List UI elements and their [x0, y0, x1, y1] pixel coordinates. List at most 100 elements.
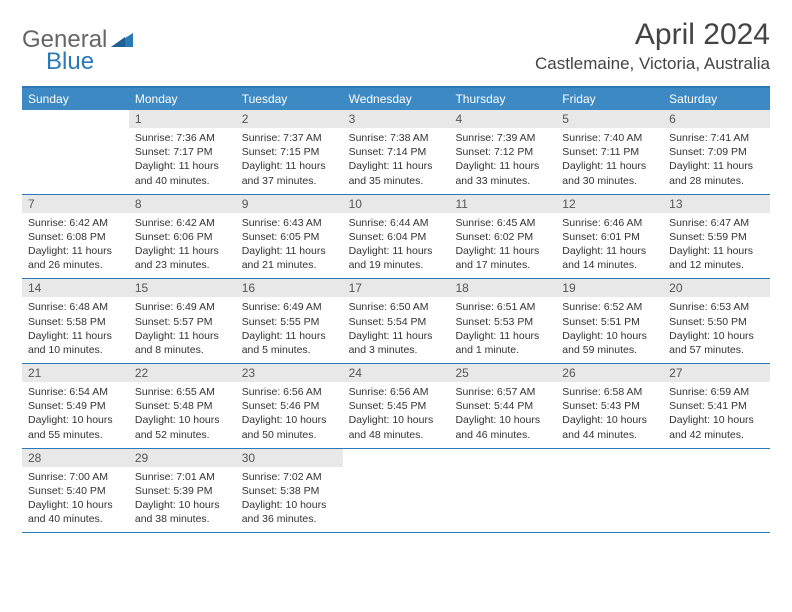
- daylight-text: Daylight: 11 hours and 21 minutes.: [242, 244, 337, 272]
- sunrise-text: Sunrise: 7:38 AM: [349, 131, 444, 145]
- daylight-text: Daylight: 10 hours and 48 minutes.: [349, 413, 444, 441]
- sunrise-text: Sunrise: 6:42 AM: [135, 216, 230, 230]
- dow-cell: Thursday: [449, 88, 556, 110]
- daylight-text: Daylight: 11 hours and 40 minutes.: [135, 159, 230, 187]
- logo-text-part2: Blue: [46, 48, 94, 76]
- sunset-text: Sunset: 6:05 PM: [242, 230, 337, 244]
- sunset-text: Sunset: 5:38 PM: [242, 484, 337, 498]
- sunrise-text: Sunrise: 7:36 AM: [135, 131, 230, 145]
- day-body: Sunrise: 6:50 AMSunset: 5:54 PMDaylight:…: [343, 297, 450, 363]
- day-number: 20: [663, 279, 770, 297]
- sunset-text: Sunset: 5:50 PM: [669, 315, 764, 329]
- logo-mark-icon: [111, 26, 133, 54]
- dow-cell: Sunday: [22, 88, 129, 110]
- sunset-text: Sunset: 5:59 PM: [669, 230, 764, 244]
- dow-cell: Wednesday: [343, 88, 450, 110]
- sunrise-text: Sunrise: 6:54 AM: [28, 385, 123, 399]
- day-cell: [449, 449, 556, 533]
- sunset-text: Sunset: 5:55 PM: [242, 315, 337, 329]
- sunset-text: Sunset: 6:06 PM: [135, 230, 230, 244]
- sunset-text: Sunset: 5:39 PM: [135, 484, 230, 498]
- day-number: 17: [343, 279, 450, 297]
- day-body: Sunrise: 6:46 AMSunset: 6:01 PMDaylight:…: [556, 213, 663, 279]
- day-cell: 7Sunrise: 6:42 AMSunset: 6:08 PMDaylight…: [22, 195, 129, 279]
- day-number: 5: [556, 110, 663, 128]
- sunset-text: Sunset: 5:48 PM: [135, 399, 230, 413]
- daylight-text: Daylight: 10 hours and 46 minutes.: [455, 413, 550, 441]
- sunrise-text: Sunrise: 6:58 AM: [562, 385, 657, 399]
- dow-cell: Friday: [556, 88, 663, 110]
- day-body: Sunrise: 7:40 AMSunset: 7:11 PMDaylight:…: [556, 128, 663, 194]
- sunset-text: Sunset: 6:01 PM: [562, 230, 657, 244]
- day-number: 6: [663, 110, 770, 128]
- daylight-text: Daylight: 11 hours and 33 minutes.: [455, 159, 550, 187]
- day-number: 3: [343, 110, 450, 128]
- day-number: 11: [449, 195, 556, 213]
- day-number: 16: [236, 279, 343, 297]
- sunset-text: Sunset: 6:02 PM: [455, 230, 550, 244]
- week-row: 21Sunrise: 6:54 AMSunset: 5:49 PMDayligh…: [22, 364, 770, 449]
- daylight-text: Daylight: 11 hours and 28 minutes.: [669, 159, 764, 187]
- sunset-text: Sunset: 5:53 PM: [455, 315, 550, 329]
- day-body: Sunrise: 6:48 AMSunset: 5:58 PMDaylight:…: [22, 297, 129, 363]
- day-body: Sunrise: 6:47 AMSunset: 5:59 PMDaylight:…: [663, 213, 770, 279]
- day-body: Sunrise: 7:36 AMSunset: 7:17 PMDaylight:…: [129, 128, 236, 194]
- dow-cell: Monday: [129, 88, 236, 110]
- dow-cell: Tuesday: [236, 88, 343, 110]
- daylight-text: Daylight: 11 hours and 10 minutes.: [28, 329, 123, 357]
- day-cell: [343, 449, 450, 533]
- title-block: April 2024 Castlemaine, Victoria, Austra…: [535, 18, 770, 74]
- month-title: April 2024: [535, 18, 770, 52]
- sunset-text: Sunset: 5:46 PM: [242, 399, 337, 413]
- day-body: Sunrise: 6:44 AMSunset: 6:04 PMDaylight:…: [343, 213, 450, 279]
- day-number: 9: [236, 195, 343, 213]
- daylight-text: Daylight: 10 hours and 50 minutes.: [242, 413, 337, 441]
- day-cell: 12Sunrise: 6:46 AMSunset: 6:01 PMDayligh…: [556, 195, 663, 279]
- day-number: 13: [663, 195, 770, 213]
- daylight-text: Daylight: 11 hours and 5 minutes.: [242, 329, 337, 357]
- day-cell: 16Sunrise: 6:49 AMSunset: 5:55 PMDayligh…: [236, 279, 343, 363]
- day-body: Sunrise: 6:59 AMSunset: 5:41 PMDaylight:…: [663, 382, 770, 448]
- daylight-text: Daylight: 11 hours and 17 minutes.: [455, 244, 550, 272]
- day-number: 21: [22, 364, 129, 382]
- day-cell: 20Sunrise: 6:53 AMSunset: 5:50 PMDayligh…: [663, 279, 770, 363]
- daylight-text: Daylight: 10 hours and 42 minutes.: [669, 413, 764, 441]
- daylight-text: Daylight: 10 hours and 40 minutes.: [28, 498, 123, 526]
- sunrise-text: Sunrise: 6:55 AM: [135, 385, 230, 399]
- day-number: 8: [129, 195, 236, 213]
- day-cell: 13Sunrise: 6:47 AMSunset: 5:59 PMDayligh…: [663, 195, 770, 279]
- day-body: Sunrise: 7:41 AMSunset: 7:09 PMDaylight:…: [663, 128, 770, 194]
- daylight-text: Daylight: 11 hours and 1 minute.: [455, 329, 550, 357]
- day-number: 28: [22, 449, 129, 467]
- sunrise-text: Sunrise: 7:01 AM: [135, 470, 230, 484]
- daylight-text: Daylight: 11 hours and 3 minutes.: [349, 329, 444, 357]
- day-cell: 22Sunrise: 6:55 AMSunset: 5:48 PMDayligh…: [129, 364, 236, 448]
- daylight-text: Daylight: 11 hours and 23 minutes.: [135, 244, 230, 272]
- daylight-text: Daylight: 11 hours and 26 minutes.: [28, 244, 123, 272]
- sunset-text: Sunset: 5:44 PM: [455, 399, 550, 413]
- day-number: 14: [22, 279, 129, 297]
- day-cell: 2Sunrise: 7:37 AMSunset: 7:15 PMDaylight…: [236, 110, 343, 194]
- day-cell: 25Sunrise: 6:57 AMSunset: 5:44 PMDayligh…: [449, 364, 556, 448]
- day-body: Sunrise: 7:02 AMSunset: 5:38 PMDaylight:…: [236, 467, 343, 533]
- sunset-text: Sunset: 7:09 PM: [669, 145, 764, 159]
- day-number: [449, 449, 556, 467]
- day-cell: 6Sunrise: 7:41 AMSunset: 7:09 PMDaylight…: [663, 110, 770, 194]
- day-body: Sunrise: 6:45 AMSunset: 6:02 PMDaylight:…: [449, 213, 556, 279]
- day-number: 2: [236, 110, 343, 128]
- sunrise-text: Sunrise: 7:39 AM: [455, 131, 550, 145]
- week-row: 14Sunrise: 6:48 AMSunset: 5:58 PMDayligh…: [22, 279, 770, 364]
- day-cell: 9Sunrise: 6:43 AMSunset: 6:05 PMDaylight…: [236, 195, 343, 279]
- sunrise-text: Sunrise: 7:37 AM: [242, 131, 337, 145]
- sunset-text: Sunset: 7:14 PM: [349, 145, 444, 159]
- daylight-text: Daylight: 11 hours and 14 minutes.: [562, 244, 657, 272]
- sunset-text: Sunset: 5:43 PM: [562, 399, 657, 413]
- sunrise-text: Sunrise: 6:46 AM: [562, 216, 657, 230]
- day-cell: 26Sunrise: 6:58 AMSunset: 5:43 PMDayligh…: [556, 364, 663, 448]
- day-cell: 18Sunrise: 6:51 AMSunset: 5:53 PMDayligh…: [449, 279, 556, 363]
- sunset-text: Sunset: 7:11 PM: [562, 145, 657, 159]
- sunset-text: Sunset: 6:04 PM: [349, 230, 444, 244]
- day-cell: 1Sunrise: 7:36 AMSunset: 7:17 PMDaylight…: [129, 110, 236, 194]
- daylight-text: Daylight: 11 hours and 37 minutes.: [242, 159, 337, 187]
- day-number: 29: [129, 449, 236, 467]
